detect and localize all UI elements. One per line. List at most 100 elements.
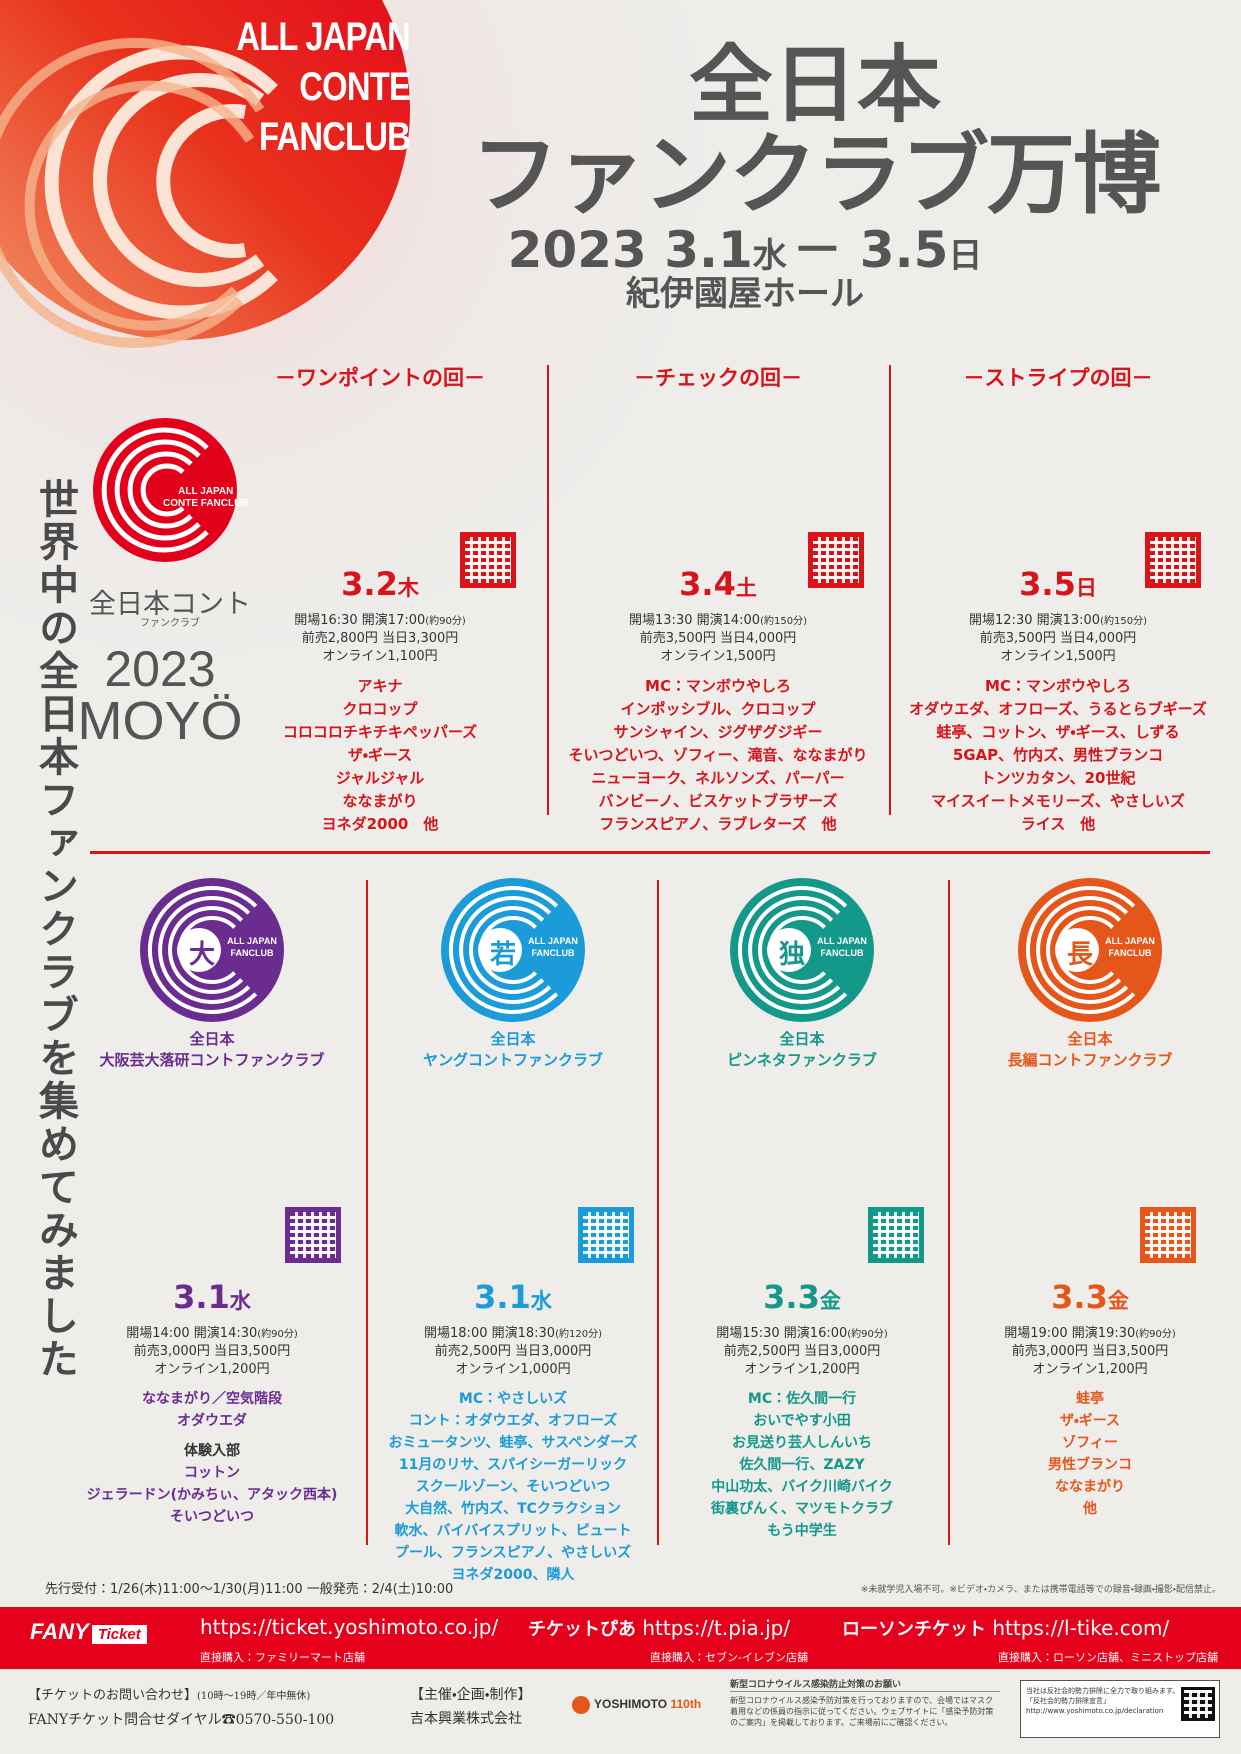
online: オンライン1,100円: [322, 649, 438, 664]
pia-url[interactable]: https://t.pia.jp/: [642, 1616, 791, 1640]
ticket: Ticket: [91, 1625, 147, 1644]
performer: もう中学生: [767, 1523, 837, 1539]
divider: [547, 365, 549, 815]
time: 開場19:00 開演19:30: [1004, 1326, 1136, 1341]
performer: 他: [1083, 1501, 1097, 1517]
qr-code: [285, 1207, 341, 1263]
organizer-name: 吉本興業株式会社: [410, 1711, 522, 1727]
qr-code: [808, 532, 864, 588]
side-year: 2023: [104, 641, 216, 697]
prices: 前売2,500円 当日3,000円: [434, 1344, 592, 1359]
divider: [90, 851, 1210, 854]
duration: (約120分): [555, 1329, 602, 1340]
qr-code: [578, 1207, 634, 1263]
inquiry-hours: (10時～19時／年中無休): [197, 1691, 311, 1702]
logo-line: CONTE FANCLUB: [163, 498, 249, 509]
presale: 先行受付：1/26(木)11:00～1/30(月)11:00 一般発売：2/4(…: [45, 1582, 454, 1597]
divider: [366, 880, 368, 1545]
weekday: 金: [819, 1289, 841, 1313]
times: 開場14:00 開演14:30(約90分): [62, 1322, 362, 1341]
club-name: 長編コントファンクラブ: [1007, 1051, 1173, 1069]
badge-line: FANCLUB: [820, 948, 864, 958]
club-name: ピンネタファンクラブ: [727, 1051, 877, 1069]
time: 開場15:30 開演16:00: [716, 1326, 848, 1341]
weekday: 水: [229, 1289, 251, 1313]
prices: 前売3,000円 当日3,500円: [1011, 1344, 1169, 1359]
inquiry: 【チケットのお問い合わせ】(10時～19時／年中無休) FANYチケット問合せダ…: [28, 1684, 334, 1729]
badge: [730, 878, 874, 1022]
times: 開場18:00 開演18:30(約120分): [363, 1322, 663, 1341]
arc: [449, 886, 559, 1014]
badge-text: ALL JAPAN FANCLUB: [807, 935, 877, 959]
performer: オダウエダ: [177, 1413, 247, 1429]
time: 開場14:00 開演14:30: [126, 1326, 258, 1341]
time: 開場13:30 開演14:00: [629, 613, 761, 628]
logo-word: YOSHIMOTO: [594, 1697, 668, 1712]
logo-line: ALL JAPAN: [178, 486, 234, 497]
arc: [168, 906, 244, 994]
weekday: 木: [397, 576, 419, 600]
club-name: 全日本: [779, 1030, 825, 1048]
pia: チケットぴあ https://t.pia.jp/: [528, 1615, 790, 1641]
performer: おミュータンツ、蛙亭、サスペンダーズ: [388, 1435, 638, 1451]
performer: MC：マンボウやしろ: [645, 677, 791, 695]
arc: [459, 896, 552, 1004]
brand-line: CONTE FANCLUB: [259, 65, 411, 159]
performer: ヨネダ2000 他: [321, 815, 439, 833]
brand: ALL JAPAN CONTE FANCLUB: [164, 12, 410, 162]
badge-char: 大: [188, 940, 215, 970]
performer: MC：マンボウやしろ: [985, 677, 1131, 695]
covid-body: 新型コロナウイルス感染予防対策を行っておりますので、会場ではマスク着用などの係員…: [730, 1696, 994, 1727]
performer: プール、フランスピアノ、やさしいズ: [394, 1545, 632, 1561]
performer: 軟水、バイバイスプリット、ピュート: [394, 1523, 632, 1539]
time: 開場18:00 開演18:30: [424, 1326, 556, 1341]
performer: おいでやす小田: [753, 1413, 851, 1429]
badge: [441, 878, 585, 1022]
badge-text: ALL JAPAN FANCLUB: [1095, 935, 1165, 959]
qr-code: [1181, 1687, 1215, 1721]
lawson: ローソンチケット https://l-tike.com/: [842, 1615, 1169, 1641]
side-logo-name: 全日本コント: [89, 589, 251, 620]
performer: トンツカタン、20世紀: [980, 769, 1136, 787]
arc: [158, 896, 251, 1004]
declaration: 当社は反社会的勢力排除に全力で取り組みます。 「反社会的勢力排除宣言」 http…: [1020, 1680, 1220, 1738]
badge: [1018, 878, 1162, 1022]
online: オンライン1,000円: [455, 1362, 571, 1377]
performer: スクールゾーン、そいつどいつ: [415, 1479, 611, 1495]
online: オンライン1,200円: [154, 1362, 270, 1377]
online: オンライン1,200円: [1032, 1362, 1148, 1377]
performer: ななまがり: [1055, 1479, 1125, 1495]
pia-name: チケットぴあ: [528, 1619, 636, 1640]
weekday: 土: [735, 576, 757, 600]
logo-anniv: 110th: [670, 1697, 702, 1712]
lawson-url[interactable]: https://l-tike.com/: [992, 1616, 1170, 1640]
date: 3.4: [679, 565, 736, 603]
time: 開場12:30 開演13:00: [969, 613, 1101, 628]
side-word: MOYÖ: [77, 691, 243, 751]
club-name: ヤングコントファンクラブ: [422, 1051, 603, 1069]
fany-url[interactable]: https://ticket.yoshimoto.co.jp/: [200, 1615, 499, 1639]
times: 開場16:30 開演17:00(約90分): [230, 609, 530, 628]
badge-text: ALL JAPAN FANCLUB: [217, 935, 287, 959]
venue: 紀伊國屋ホール: [626, 274, 864, 314]
c-arcs: [101, 427, 209, 553]
performer: ヨネダ2000、隣人: [451, 1567, 575, 1583]
yoshimoto-logo: YOSHIMOTO 110th: [572, 1696, 701, 1714]
performer: 街裏ぴんく、マツモトクラブ: [711, 1501, 893, 1517]
performer: 5GAP、竹内ズ、男性ブランコ: [952, 746, 1164, 764]
qr-code: [868, 1207, 924, 1263]
performer: サンシャイン、ジグザグジギー: [613, 723, 823, 741]
badge: [140, 878, 284, 1022]
brand-line: ALL JAPAN: [236, 15, 410, 59]
fany-note: 直接購入：ファミリーマート店舗: [200, 1651, 365, 1664]
organizer: 【主催・企画・制作】 吉本興業株式会社: [410, 1684, 532, 1728]
lawson-note: 直接購入：ローソン店舗、ミニストップ店舗: [998, 1651, 1218, 1664]
declaration-line: http://www.yoshimoto.co.jp/declaration: [1026, 1707, 1164, 1715]
arc: [748, 896, 841, 1004]
duration: (約90分): [425, 616, 466, 627]
arc: [1026, 886, 1136, 1014]
prices: 前売2,500円 当日3,000円: [723, 1344, 881, 1359]
online: オンライン1,500円: [660, 649, 776, 664]
badge-line: FANCLUB: [1108, 948, 1152, 958]
date: 3.1: [173, 1278, 230, 1316]
